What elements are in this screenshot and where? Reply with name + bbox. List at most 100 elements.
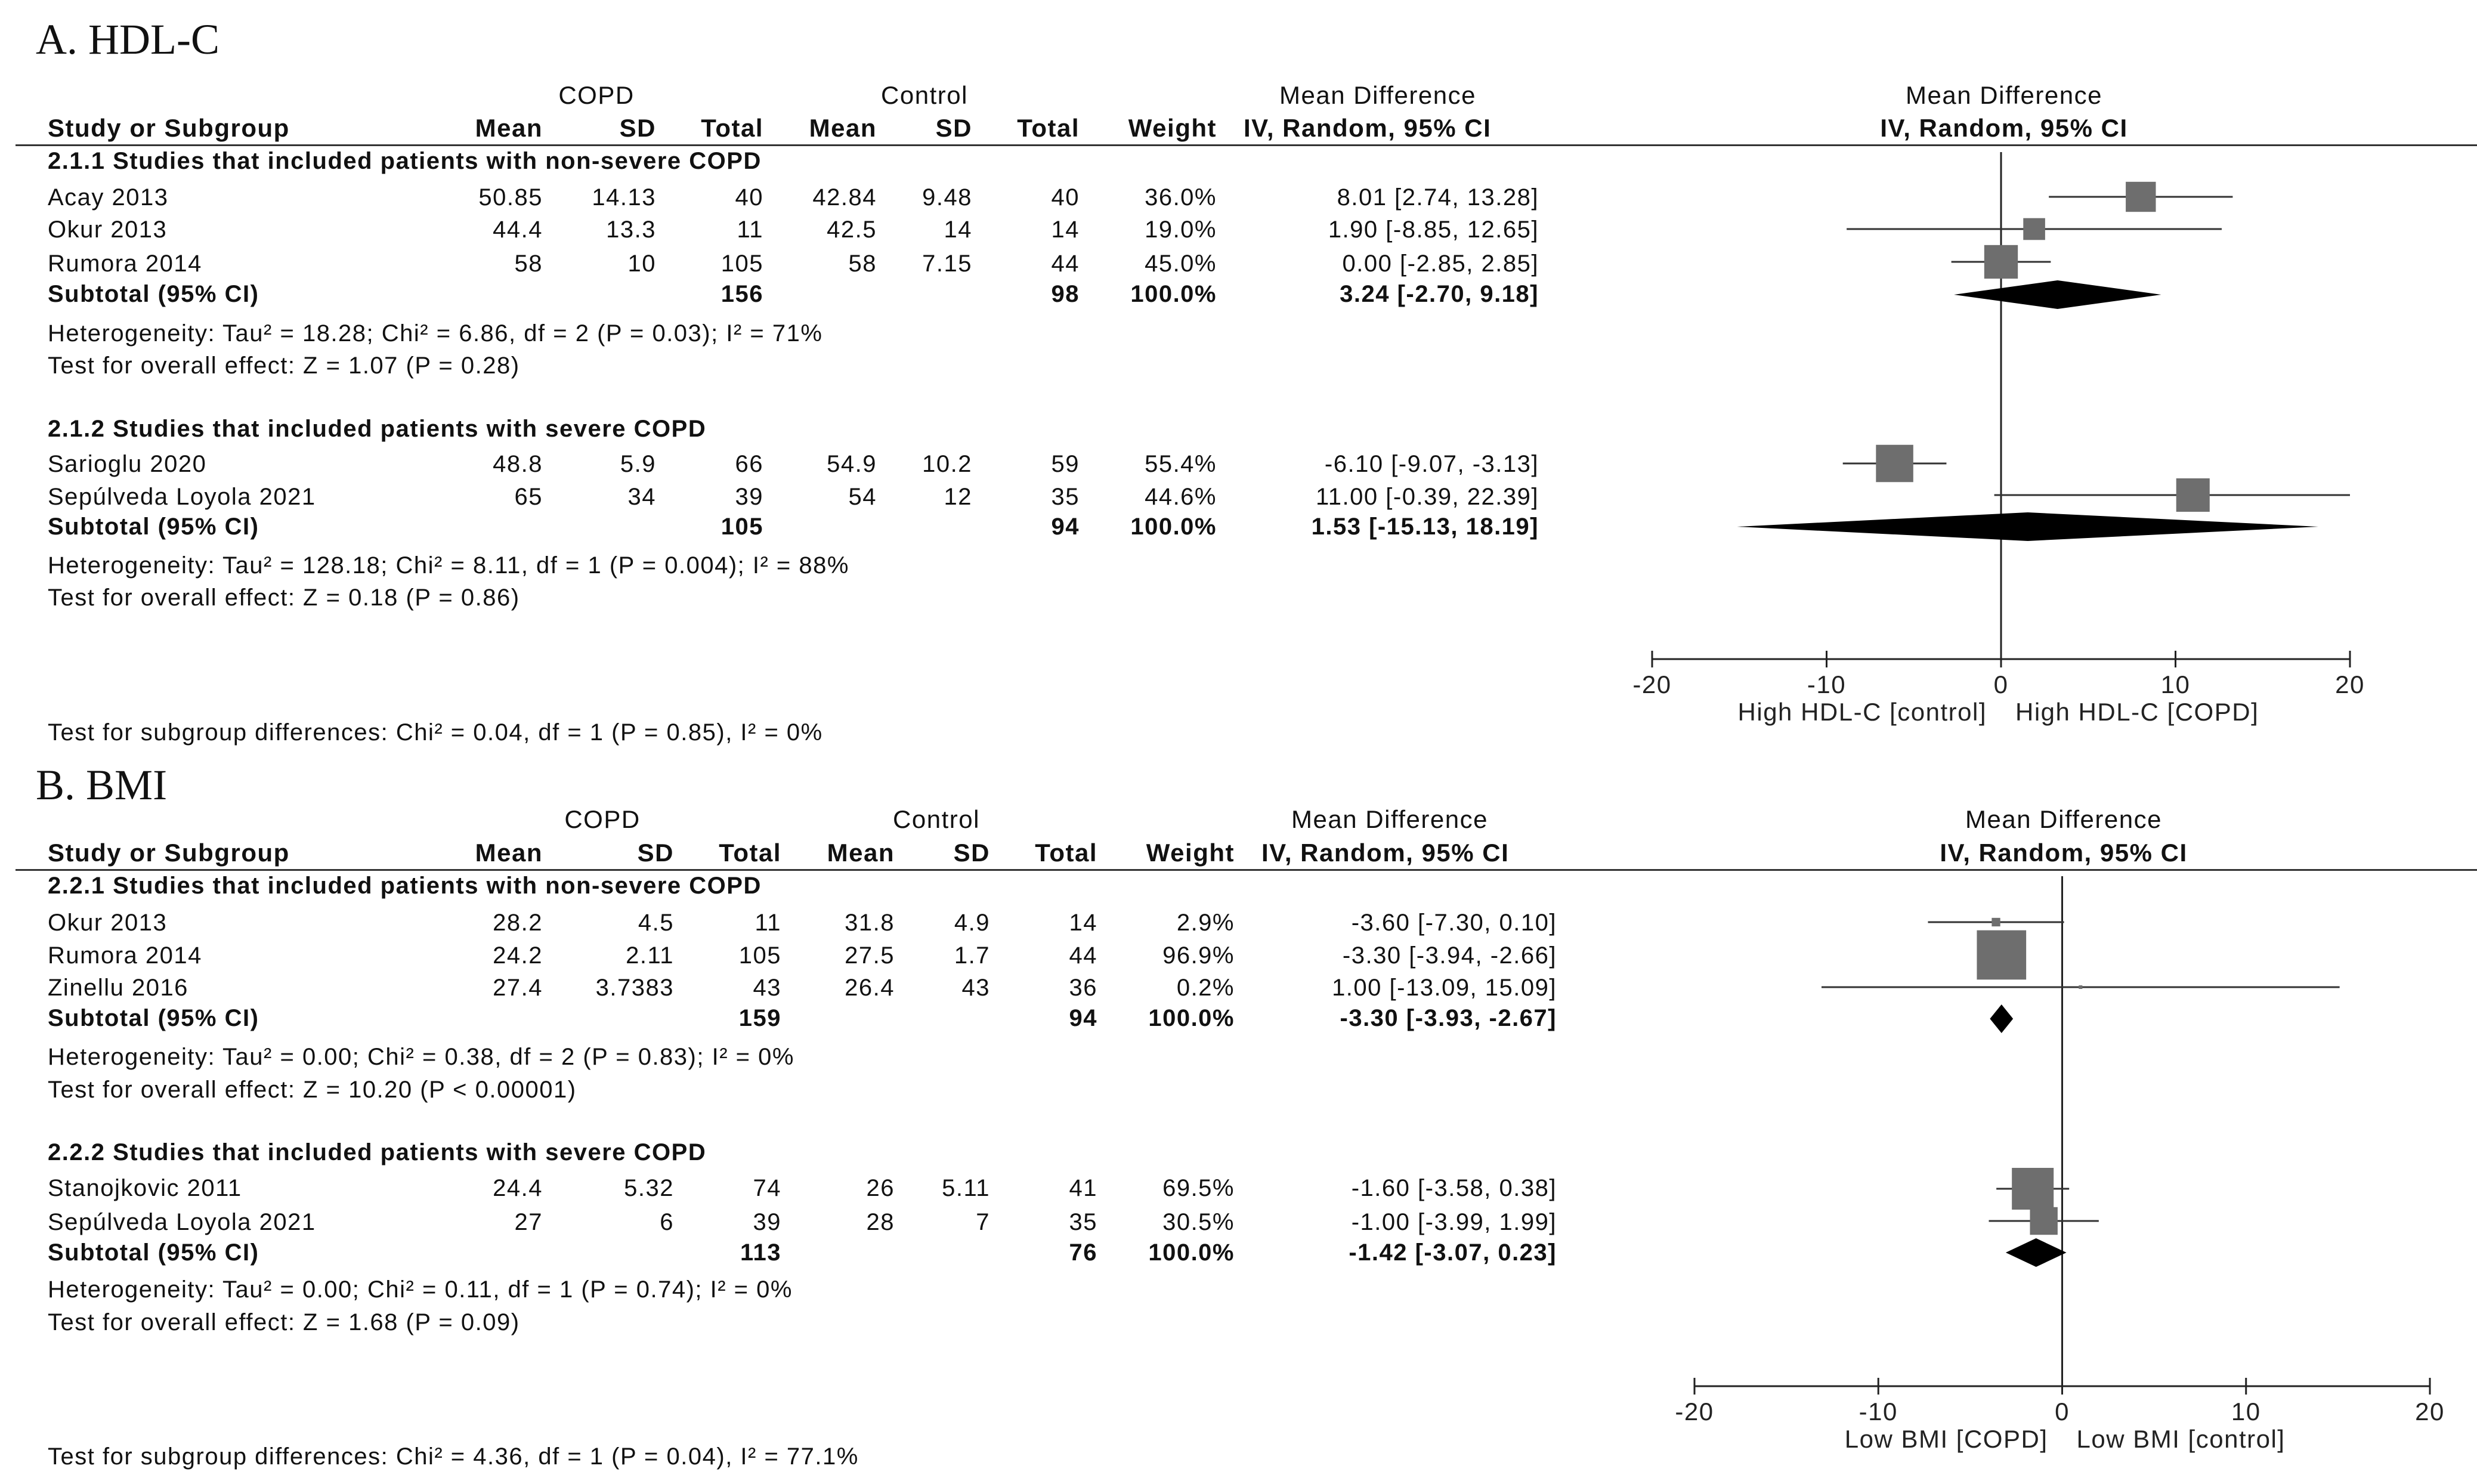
col-header-sd1: SD — [619, 114, 656, 142]
copd-sd: 14.13 — [592, 184, 656, 211]
control-total: 35 — [1051, 484, 1080, 510]
study-marker — [1876, 444, 1913, 483]
header-rule — [16, 144, 2477, 146]
copd-total: 39 — [735, 484, 763, 510]
subgroup-differences-text: Test for subgroup differences: Chi² = 0.… — [48, 719, 823, 746]
heterogeneity-text: Heterogeneity: Tau² = 0.00; Chi² = 0.38,… — [48, 1044, 794, 1070]
study-marker — [2176, 478, 2210, 512]
heterogeneity-text: Heterogeneity: Tau² = 128.18; Chi² = 8.1… — [48, 552, 849, 579]
plot-header-mean-difference: Mean Difference — [1965, 805, 2162, 833]
copd-mean: 48.8 — [493, 451, 543, 477]
control-sd: 1.7 — [954, 942, 990, 969]
study-name: Acay 2013 — [48, 184, 169, 211]
subtotal-weight: 100.0% — [1130, 281, 1217, 307]
weight-value: 45.0% — [1145, 251, 1217, 277]
subtotal-diamond — [1737, 512, 2319, 541]
copd-sd: 34 — [627, 484, 656, 510]
copd-sd: 5.32 — [624, 1175, 674, 1201]
subtotal-control-total: 98 — [1051, 281, 1080, 307]
control-total: 36 — [1069, 975, 1097, 1001]
control-sd: 43 — [961, 975, 990, 1001]
copd-mean: 65 — [514, 484, 543, 510]
forest-plot-hdl: A. HDL-C COPD Control Mean Difference Me… — [16, 16, 2477, 746]
subtotal-control-total: 76 — [1069, 1239, 1097, 1266]
subtotal-control-total: 94 — [1069, 1005, 1097, 1031]
subgroup-heading: 2.1.2 Studies that included patients wit… — [48, 416, 707, 442]
group-header-mean-difference: Mean Difference — [1279, 81, 1476, 109]
subtotal-weight: 100.0% — [1130, 514, 1217, 540]
weight-value: 36.0% — [1145, 184, 1217, 211]
ci-value: 1.00 [-13.09, 15.09] — [1332, 975, 1557, 1001]
plot-header-mean-difference: Mean Difference — [1906, 81, 2102, 109]
control-mean: 58 — [848, 251, 877, 277]
tick-label: -10 — [1807, 670, 1846, 698]
control-mean: 42.84 — [812, 184, 877, 211]
col-header-total1: Total — [719, 839, 781, 867]
group-header-copd: COPD — [564, 805, 641, 833]
header-rule — [16, 869, 2477, 871]
subtotal-diamond — [1990, 1004, 2014, 1033]
study-name: Okur 2013 — [48, 217, 168, 243]
subtotal-label: Subtotal (95% CI) — [48, 281, 259, 307]
study-name: Rumora 2014 — [48, 251, 202, 277]
ci-value: -3.60 [-7.30, 0.10] — [1351, 910, 1557, 936]
subtotal-ci: 1.53 [-15.13, 18.19] — [1311, 514, 1539, 540]
plot-col-header-ci: IV, Random, 95% CI — [1940, 839, 2188, 867]
study-name: Sarioglu 2020 — [48, 451, 207, 477]
copd-sd: 3.7383 — [595, 975, 674, 1001]
copd-mean: 24.2 — [493, 942, 543, 969]
col-header-ci: IV, Random, 95% CI — [1244, 114, 1492, 142]
study-name: Sepúlveda Loyola 2021 — [48, 1209, 316, 1235]
ci-value: 8.01 [2.74, 13.28] — [1337, 184, 1539, 211]
control-total: 41 — [1069, 1175, 1097, 1201]
col-header-mean1: Mean — [475, 114, 543, 142]
col-header-study: Study or Subgroup — [48, 839, 290, 867]
subtotal-ci: -3.30 [-3.93, -2.67] — [1340, 1005, 1557, 1031]
copd-sd: 2.11 — [626, 942, 674, 969]
ci-value: 11.00 [-0.39, 22.39] — [1316, 484, 1539, 510]
col-header-mean2: Mean — [827, 839, 895, 867]
weight-value: 30.5% — [1162, 1209, 1235, 1235]
control-mean: 42.5 — [827, 217, 877, 243]
control-total: 14 — [1069, 910, 1097, 936]
control-sd: 9.48 — [922, 184, 972, 211]
copd-total: 40 — [735, 184, 763, 211]
weight-value: 0.2% — [1176, 975, 1235, 1001]
tick-label: 20 — [2415, 1398, 2445, 1426]
tick-label: 0 — [2055, 1398, 2070, 1426]
panel-title: B. BMI — [36, 761, 168, 809]
copd-sd: 4.5 — [638, 910, 674, 936]
study-name: Okur 2013 — [48, 910, 168, 936]
study-marker — [1977, 930, 2027, 980]
overall-effect-text: Test for overall effect: Z = 1.68 (P = 0… — [48, 1309, 520, 1335]
copd-total: 11 — [737, 217, 763, 243]
copd-total: 105 — [738, 942, 781, 969]
copd-sd: 13.3 — [606, 217, 656, 243]
subtotal-copd-total: 113 — [740, 1239, 781, 1266]
weight-value: 69.5% — [1162, 1175, 1235, 1201]
subtotal-diamond — [1954, 280, 2161, 309]
subgroup-heading: 2.1.1 Studies that included patients wit… — [48, 148, 762, 174]
copd-total: 11 — [754, 910, 781, 936]
axis-left-label: High HDL-C [control] — [1738, 698, 1987, 726]
ci-value: -1.00 [-3.99, 1.99] — [1351, 1209, 1557, 1235]
control-mean: 54.9 — [827, 451, 877, 477]
subtotal-copd-total: 156 — [720, 281, 763, 307]
study-name: Zinellu 2016 — [48, 975, 188, 1001]
copd-sd: 5.9 — [620, 451, 656, 477]
weight-value: 96.9% — [1162, 942, 1235, 969]
tick-label: 10 — [2161, 670, 2191, 698]
copd-mean: 44.4 — [493, 217, 543, 243]
copd-sd: 10 — [627, 251, 656, 277]
study-marker — [2126, 181, 2156, 212]
weight-value: 55.4% — [1145, 451, 1217, 477]
subtotal-control-total: 94 — [1051, 514, 1080, 540]
study-name: Stanojkovic 2011 — [48, 1175, 242, 1201]
control-total: 40 — [1051, 184, 1080, 211]
subtotal-copd-total: 105 — [720, 514, 763, 540]
control-mean: 27.5 — [845, 942, 895, 969]
copd-total: 39 — [753, 1209, 781, 1235]
subtotal-label: Subtotal (95% CI) — [48, 1005, 259, 1031]
control-total: 35 — [1069, 1209, 1097, 1235]
subtotal-weight: 100.0% — [1148, 1239, 1235, 1266]
